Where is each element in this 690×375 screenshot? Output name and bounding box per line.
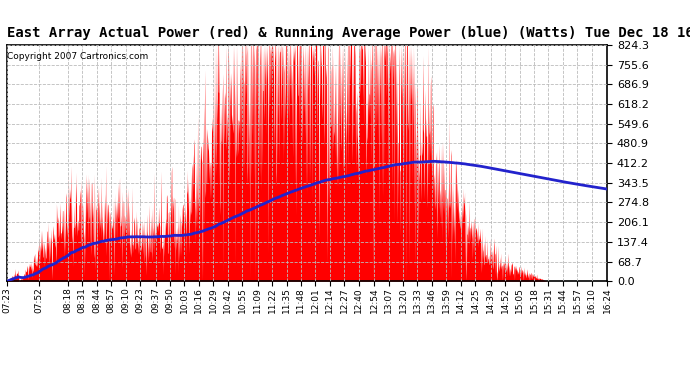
- Text: East Array Actual Power (red) & Running Average Power (blue) (Watts) Tue Dec 18 : East Array Actual Power (red) & Running …: [7, 26, 690, 40]
- Text: Copyright 2007 Cartronics.com: Copyright 2007 Cartronics.com: [7, 52, 148, 61]
